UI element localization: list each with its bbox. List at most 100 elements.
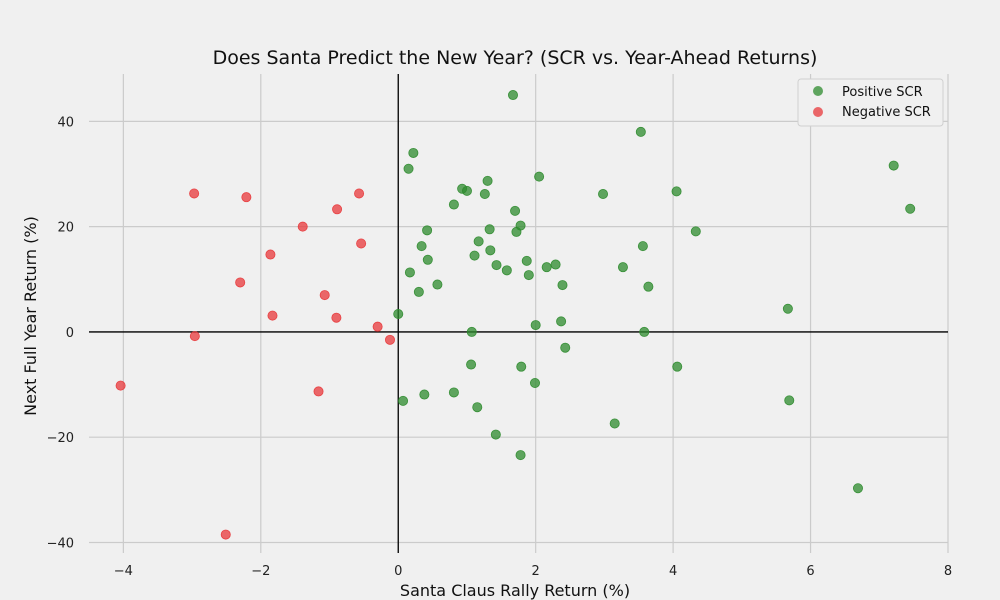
chart-title: Does Santa Predict the New Year? (SCR vs… [213,47,818,69]
point-negative-scr [265,249,276,260]
point-positive-scr [852,483,863,494]
point-positive-scr [637,241,648,252]
point-positive-scr [557,280,568,291]
point-positive-scr [469,250,480,261]
point-positive-scr [598,189,609,200]
x-tick-label: 6 [806,564,814,579]
point-positive-scr [461,185,472,196]
point-negative-scr [220,529,231,540]
point-negative-scr [319,290,330,301]
point-positive-scr [393,309,404,320]
point-positive-scr [515,450,526,461]
y-tick-label: 0 [66,326,74,341]
point-positive-scr [888,160,899,171]
point-positive-scr [485,245,496,256]
point-positive-scr [905,203,916,214]
x-tick-label: 4 [669,564,677,579]
zero-lines [89,74,948,553]
point-positive-scr [479,189,490,200]
point-negative-scr [384,334,395,345]
legend-marker-positive-scr [813,86,823,96]
y-tick-label: 40 [57,115,74,130]
point-positive-scr [448,387,459,398]
point-positive-scr [422,254,433,265]
point-negative-scr [313,386,324,397]
point-positive-scr [617,262,628,273]
y-tick-label: −40 [47,536,74,551]
point-positive-scr [490,429,501,440]
point-negative-scr [189,188,200,199]
point-positive-scr [556,316,567,327]
point-negative-scr [235,277,246,288]
point-positive-scr [639,326,650,337]
x-axis-label: Santa Claus Rally Return (%) [400,581,630,600]
point-negative-scr [354,188,365,199]
point-positive-scr [466,359,477,370]
point-positive-scr [690,226,701,237]
point-positive-scr [516,361,527,372]
points-layer [115,90,916,540]
point-positive-scr [466,326,477,337]
y-axis-label: Next Full Year Return (%) [21,216,40,416]
point-positive-scr [530,320,541,331]
point-positive-scr [473,236,484,247]
legend-box [797,78,944,127]
point-positive-scr [408,147,419,158]
legend-label-positive-scr: Positive SCR [842,85,923,100]
point-positive-scr [422,225,433,236]
point-positive-scr [501,265,512,276]
point-positive-scr [635,126,646,137]
point-positive-scr [529,377,540,388]
point-positive-scr [672,361,683,372]
point-negative-scr [356,238,367,249]
x-tick-label: −4 [114,564,133,579]
point-positive-scr [448,199,459,210]
point-positive-scr [643,281,654,292]
point-positive-scr [550,259,561,270]
grid-layer [89,74,949,553]
legend-label-negative-scr: Negative SCR [842,105,931,120]
point-positive-scr [521,255,532,266]
y-tick-label: −20 [47,431,74,446]
point-negative-scr [241,192,252,203]
point-positive-scr [432,279,443,290]
point-positive-scr [403,163,414,174]
point-positive-scr [416,241,427,252]
legend: Positive SCR Negative SCR [797,78,944,127]
point-positive-scr [510,205,521,216]
point-negative-scr [332,204,343,215]
point-negative-scr [331,312,342,323]
point-positive-scr [609,418,620,429]
point-negative-scr [267,310,278,321]
point-positive-scr [541,262,552,273]
point-positive-scr [784,395,795,406]
point-positive-scr [398,395,409,406]
point-positive-scr [484,224,495,235]
x-tick-label: 0 [394,564,402,579]
point-negative-scr [115,380,126,391]
point-negative-scr [297,221,308,232]
point-negative-scr [372,321,383,332]
legend-marker-negative-scr [813,107,823,117]
point-positive-scr [413,286,424,297]
point-positive-scr [511,226,522,237]
y-tick-label: 20 [57,221,74,236]
point-positive-scr [419,389,430,400]
point-positive-scr [508,90,519,101]
point-positive-scr [560,342,571,353]
point-positive-scr [523,270,534,281]
point-positive-scr [491,260,502,271]
point-negative-scr [189,331,200,342]
point-positive-scr [534,171,545,182]
point-positive-scr [404,267,415,278]
point-positive-scr [671,186,682,197]
point-positive-scr [482,175,493,186]
point-positive-scr [782,303,793,314]
x-tick-label: 8 [944,564,952,579]
x-tick-label: −2 [251,564,270,579]
point-positive-scr [472,402,483,413]
x-tick-label: 2 [532,564,540,579]
